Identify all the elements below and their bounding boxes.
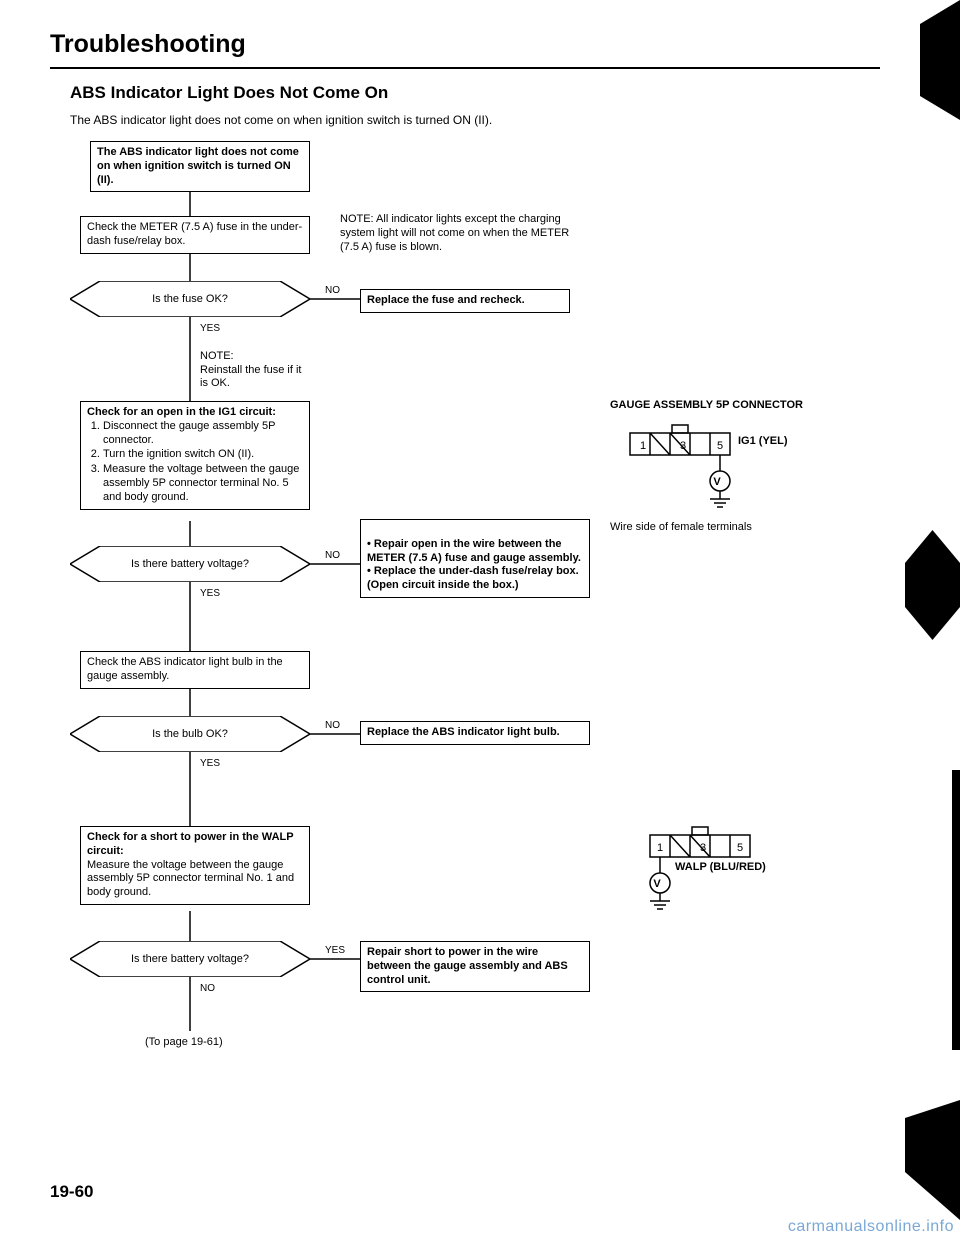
divider [50,67,880,69]
decision-text: Is the fuse OK? [70,281,310,317]
box-text: Check the METER (7.5 A) fuse in the unde… [87,221,302,247]
label-yes: YES [200,758,220,769]
box-head: Check for a short to power in the WALP c… [87,831,303,859]
decision-fuse-ok: Is the fuse OK? [70,281,310,317]
svg-text:V: V [653,878,661,890]
label-no: NO [325,550,340,561]
wire-side-note: Wire side of female terminals [610,521,870,535]
label-yes: YES [200,323,220,334]
box-text: Replace the fuse and recheck. [367,294,525,306]
tab-shape [905,530,960,640]
flow-continuation: (To page 19-61) [145,1036,223,1050]
result-replace-bulb: Replace the ABS indicator light bulb. [360,721,590,745]
result-repair-short: Repair short to power in the wire betwee… [360,941,590,992]
connector-diagram-walp: 1 3 5 V WALP (BLU/RED) [630,821,870,921]
flow-start-box: The ABS indicator light does not come on… [90,141,310,192]
box-text: Replace the ABS indicator light bulb. [367,726,560,738]
label-no: NO [200,983,215,994]
wire-label-walp: WALP (BLU/RED) [675,861,766,875]
label-yes: YES [325,945,345,956]
box-text: Repair short to power in the wire betwee… [367,946,568,986]
note-meter-fuse: NOTE: All indicator lights except the ch… [340,213,570,254]
pin-5: 5 [737,842,743,854]
pin-3: 3 [680,440,686,452]
step: Disconnect the gauge assembly 5P connect… [103,420,303,448]
label-no: NO [325,285,340,296]
connector-svg: 1 3 5 V [610,419,790,514]
pin-5: 5 [717,440,723,452]
step: Measure the voltage between the gauge as… [103,463,303,504]
label-yes: YES [200,588,220,599]
box-body: Measure the voltage between the gauge as… [87,859,303,900]
label-no: NO [325,720,340,731]
box-text: The ABS indicator light does not come on… [97,146,299,186]
decision-text: Is there battery voltage? [70,546,310,582]
result-replace-fuse: Replace the fuse and recheck. [360,289,570,313]
note-text: NOTE: All indicator lights except the ch… [340,213,569,253]
note-text: NOTE: Reinstall the fuse if it is OK. [200,350,302,390]
flow-box-bulb-check: Check the ABS indicator light bulb in th… [80,651,310,689]
connector-title: GAUGE ASSEMBLY 5P CONNECTOR [610,399,870,413]
decision-text: Is the bulb OK? [70,716,310,752]
wire-label-ig1: IG1 (YEL) [738,435,788,449]
flow-box-ig1-check: Check for an open in the IG1 circuit: Di… [80,401,310,510]
box-text: • Repair open in the wire between the ME… [367,538,581,591]
tab-shape [920,0,960,120]
flow-box-check-fuse: Check the METER (7.5 A) fuse in the unde… [80,216,310,254]
connector-diagram-ig1: GAUGE ASSEMBLY 5P CONNECTOR [610,399,870,534]
flow-box-walp-check: Check for a short to power in the WALP c… [80,826,310,905]
decision-text: Is there battery voltage? [70,941,310,977]
box-text: Check the ABS indicator light bulb in th… [87,656,283,682]
step: Turn the ignition switch ON (II). [103,448,303,462]
page-number: 19-60 [50,1182,93,1202]
binder-tabs [890,0,960,1242]
note-reinstall: NOTE: Reinstall the fuse if it is OK. [200,336,310,391]
decision-bulb-ok: Is the bulb OK? [70,716,310,752]
decision-battery-voltage-1: Is there battery voltage? [70,546,310,582]
pin-3: 3 [700,842,706,854]
pin-1: 1 [657,842,663,854]
svg-text:V: V [713,476,721,488]
watermark: carmanualsonline.info [788,1218,954,1236]
decision-battery-voltage-2: Is there battery voltage? [70,941,310,977]
tab-shape [905,1100,960,1220]
flowchart: The ABS indicator light does not come on… [70,141,880,1141]
box-head: Check for an open in the IG1 circuit: [87,406,303,420]
section-subtitle: The ABS indicator light does not come on… [70,113,880,127]
page-title: Troubleshooting [50,30,880,59]
tab-line [952,770,960,1050]
result-repair-open: • Repair open in the wire between the ME… [360,519,590,598]
pin-1: 1 [640,440,646,452]
section-title: ABS Indicator Light Does Not Come On [70,83,880,103]
